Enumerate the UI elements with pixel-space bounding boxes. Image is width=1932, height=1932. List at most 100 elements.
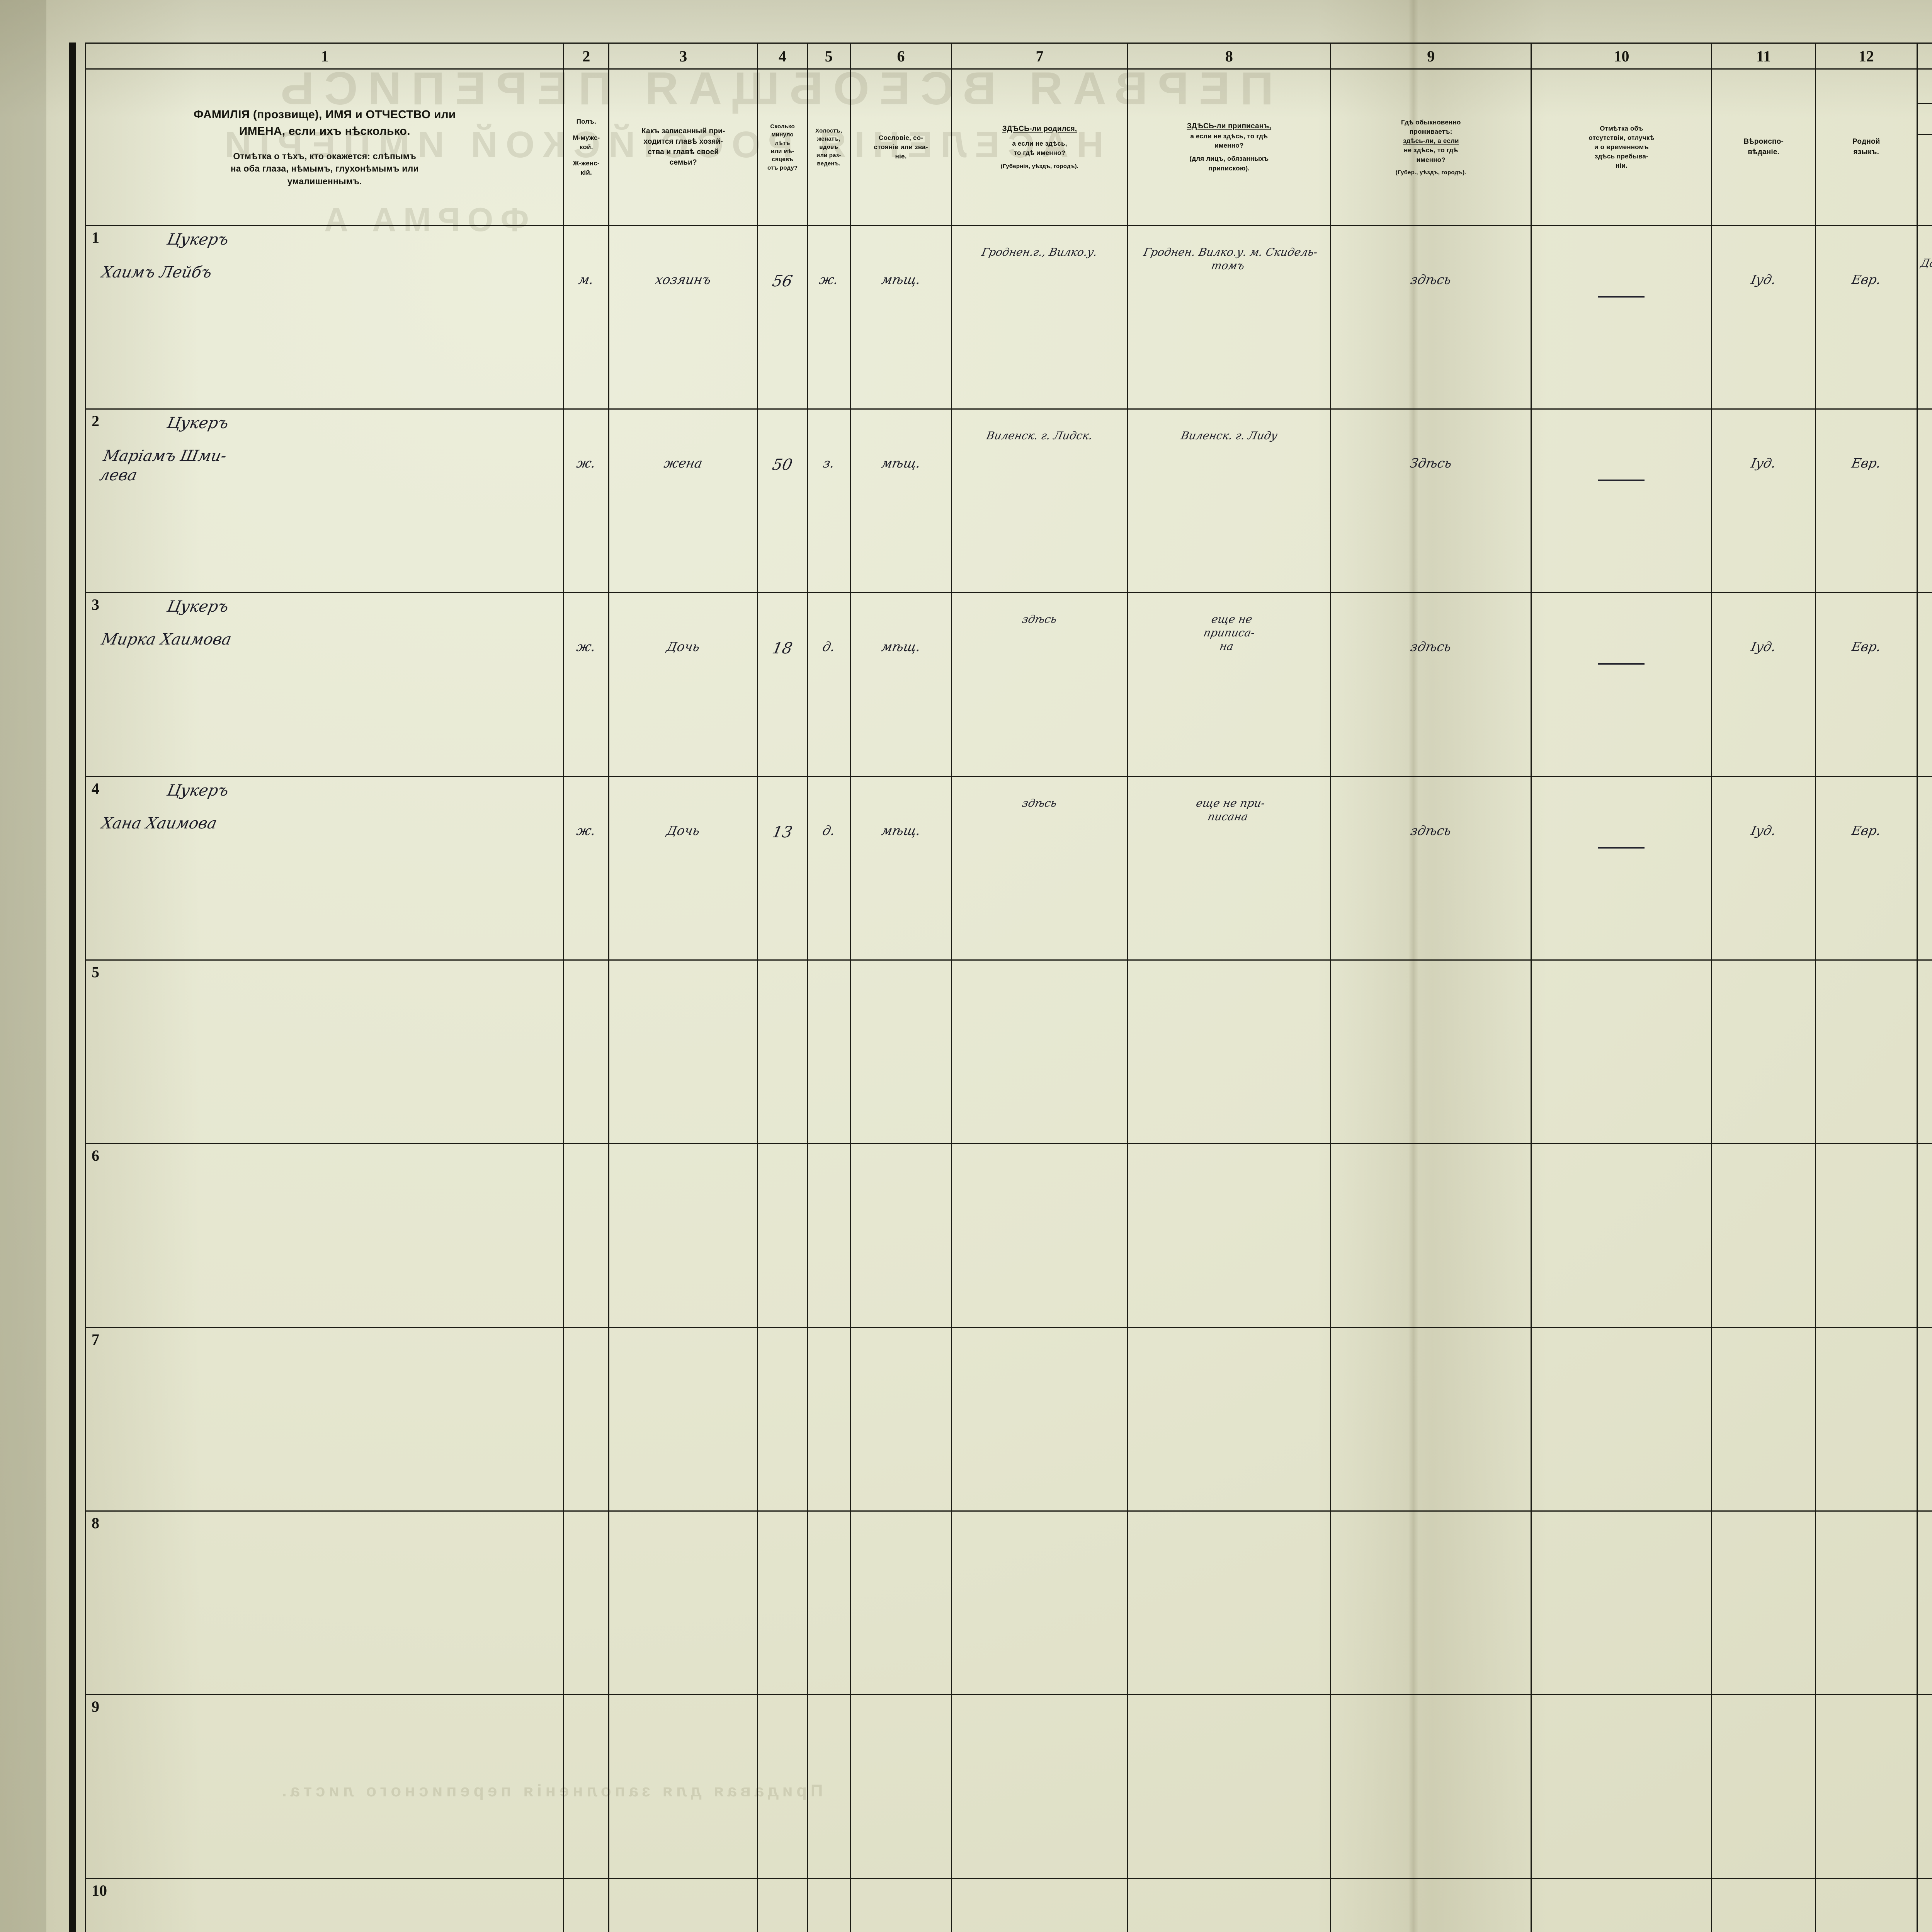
cell-literate[interactable]	[1916, 1694, 1932, 1879]
cell-literate[interactable]	[1916, 959, 1932, 1145]
cell-registered[interactable]: Гроднен. Вилко.у. м. Скидель- томъ	[1127, 224, 1331, 410]
cell-religion[interactable]	[1711, 959, 1816, 1145]
cell-estate[interactable]: мѣщ.	[849, 408, 952, 594]
cell-registered[interactable]: еще не приписа- на	[1127, 592, 1331, 777]
cell-marital[interactable]	[806, 1878, 851, 1932]
cell-residence[interactable]: Здѣсь	[1330, 408, 1532, 594]
cell-age[interactable]: 56	[757, 224, 808, 410]
table-row[interactable]: 1 Цукеръ Хаимъ Лейбъ м. хозяинъ 56 ж. мѣщ. Гродн…	[85, 224, 1932, 410]
table-row[interactable]: 512	[85, 959, 1932, 1145]
cell-registered[interactable]	[1127, 1143, 1331, 1328]
cell-sex[interactable]	[563, 1327, 610, 1512]
cell-relation[interactable]	[608, 1694, 759, 1879]
cell-age[interactable]	[757, 1878, 808, 1932]
cell-absence[interactable]	[1531, 1510, 1713, 1696]
cell-literate[interactable]	[1916, 1143, 1932, 1328]
cell-name[interactable]: 10	[85, 1878, 565, 1932]
cell-marital[interactable]: д.	[806, 592, 851, 777]
cell-sex[interactable]: ж.	[563, 408, 610, 594]
table-row[interactable]: 2 Цукеръ Маріамъ Шми- лева ж. жена 50 з. мѣщ. Ви…	[85, 408, 1932, 594]
cell-marital[interactable]	[806, 1694, 851, 1879]
cell-marital[interactable]	[806, 959, 851, 1145]
cell-name[interactable]: 1 Цукеръ Хаимъ Лейбъ	[85, 224, 565, 410]
cell-sex[interactable]: ж.	[563, 592, 610, 777]
cell-language[interactable]	[1815, 1510, 1918, 1696]
cell-age[interactable]: 50	[757, 408, 808, 594]
cell-absence[interactable]	[1531, 959, 1713, 1145]
cell-language[interactable]	[1815, 959, 1918, 1145]
cell-sex[interactable]	[563, 1510, 610, 1696]
cell-registered[interactable]	[1127, 1878, 1331, 1932]
cell-relation[interactable]	[608, 1510, 759, 1696]
cell-age[interactable]	[757, 1327, 808, 1512]
cell-age[interactable]	[757, 1143, 808, 1328]
cell-residence[interactable]	[1330, 1327, 1532, 1512]
cell-name[interactable]: 5	[85, 959, 565, 1145]
cell-marital[interactable]: д.	[806, 776, 851, 961]
cell-literate[interactable]	[1916, 1327, 1932, 1512]
cell-relation[interactable]	[608, 959, 759, 1145]
cell-estate[interactable]	[849, 1327, 952, 1512]
cell-religion[interactable]	[1711, 1510, 1816, 1696]
cell-language[interactable]: Евр.	[1815, 592, 1918, 777]
cell-sex[interactable]	[563, 1878, 610, 1932]
table-row[interactable]: 1012	[85, 1878, 1932, 1932]
cell-birthplace[interactable]	[951, 1327, 1128, 1512]
cell-religion[interactable]	[1711, 1327, 1816, 1512]
cell-name[interactable]: 2 Цукеръ Маріамъ Шми- лева	[85, 408, 565, 594]
cell-marital[interactable]: ж.	[806, 224, 851, 410]
cell-marital[interactable]	[806, 1327, 851, 1512]
cell-language[interactable]: Евр.	[1815, 408, 1918, 594]
cell-name[interactable]: 8	[85, 1510, 565, 1696]
cell-relation[interactable]	[608, 1327, 759, 1512]
cell-religion[interactable]	[1711, 1143, 1816, 1328]
cell-literate[interactable]: н/г	[1916, 776, 1932, 961]
cell-birthplace[interactable]	[951, 1143, 1128, 1328]
cell-birthplace[interactable]: здѣсь	[951, 776, 1128, 961]
cell-absence[interactable]	[1531, 408, 1713, 594]
cell-literate[interactable]: н/г	[1916, 592, 1932, 777]
cell-name[interactable]: 4 Цукеръ Хана Хаимова	[85, 776, 565, 961]
cell-religion[interactable]: Іуд.	[1711, 776, 1816, 961]
cell-sex[interactable]	[563, 959, 610, 1145]
cell-estate[interactable]	[849, 1694, 952, 1879]
cell-birthplace[interactable]	[951, 1694, 1128, 1879]
cell-name[interactable]: 9	[85, 1694, 565, 1879]
cell-language[interactable]	[1815, 1694, 1918, 1879]
cell-name[interactable]: 6	[85, 1143, 565, 1328]
cell-absence[interactable]	[1531, 776, 1713, 961]
cell-language[interactable]	[1815, 1327, 1918, 1512]
cell-registered[interactable]	[1127, 1510, 1331, 1696]
cell-language[interactable]: Евр.	[1815, 224, 1918, 410]
cell-age[interactable]	[757, 1510, 808, 1696]
cell-language[interactable]: Евр.	[1815, 776, 1918, 961]
cell-residence[interactable]: здѣсь	[1330, 224, 1532, 410]
cell-absence[interactable]	[1531, 1878, 1713, 1932]
cell-registered[interactable]	[1127, 959, 1331, 1145]
cell-absence[interactable]	[1531, 1327, 1713, 1512]
cell-name[interactable]: 7	[85, 1327, 565, 1512]
cell-residence[interactable]	[1330, 1510, 1532, 1696]
cell-relation[interactable]: Дочь	[608, 592, 759, 777]
cell-absence[interactable]	[1531, 1694, 1713, 1879]
table-row[interactable]: 4 Цукеръ Хана Хаимова ж. Дочь 13 д. мѣщ. здѣсь ещ…	[85, 776, 1932, 961]
cell-absence[interactable]	[1531, 592, 1713, 777]
cell-residence[interactable]: здѣсь	[1330, 776, 1532, 961]
cell-sex[interactable]: м.	[563, 224, 610, 410]
table-row[interactable]: 812	[85, 1510, 1932, 1696]
cell-absence[interactable]	[1531, 1143, 1713, 1328]
cell-sex[interactable]	[563, 1143, 610, 1328]
cell-estate[interactable]: мѣщ.	[849, 592, 952, 777]
cell-language[interactable]	[1815, 1143, 1918, 1328]
cell-age[interactable]	[757, 1694, 808, 1879]
cell-relation[interactable]: жена	[608, 408, 759, 594]
cell-birthplace[interactable]: Виленск. г. Лидск.	[951, 408, 1128, 594]
cell-birthplace[interactable]	[951, 959, 1128, 1145]
cell-estate[interactable]: мѣщ.	[849, 224, 952, 410]
cell-age[interactable]	[757, 959, 808, 1145]
cell-estate[interactable]	[849, 1878, 952, 1932]
cell-age[interactable]: 18	[757, 592, 808, 777]
cell-religion[interactable]	[1711, 1694, 1816, 1879]
cell-estate[interactable]: мѣщ.	[849, 776, 952, 961]
cell-age[interactable]: 13	[757, 776, 808, 961]
